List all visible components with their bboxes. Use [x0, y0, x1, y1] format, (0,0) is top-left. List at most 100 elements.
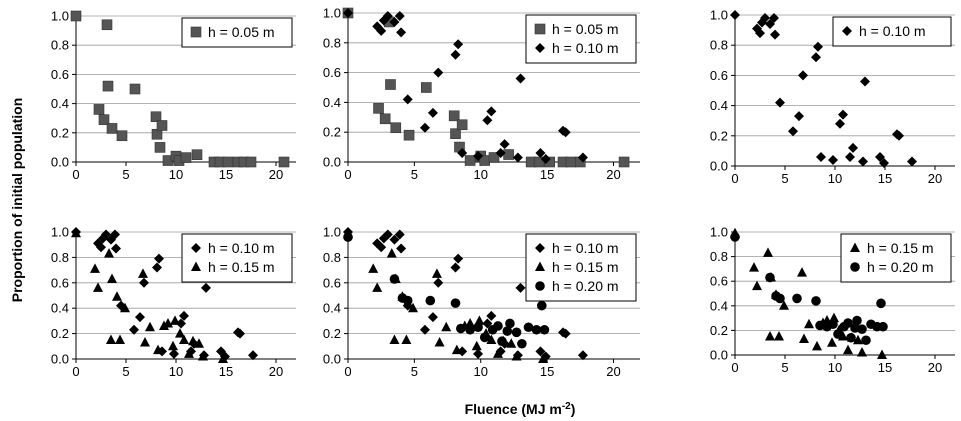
series-1	[730, 10, 917, 168]
legend-marker	[850, 262, 860, 272]
data-point	[112, 291, 122, 301]
y-tick-label: 0.6	[51, 67, 69, 82]
x-tick-label: 15	[878, 360, 892, 375]
data-point	[846, 332, 856, 343]
x-tick-label: 20	[928, 171, 942, 186]
data-point	[812, 340, 822, 351]
data-point	[538, 353, 549, 363]
y-tick-label: 0.2	[51, 326, 69, 341]
data-point	[515, 282, 526, 293]
data-point	[93, 104, 105, 115]
data-point	[154, 142, 166, 153]
x-axis-label-main: Fluence (MJ m	[465, 401, 562, 417]
data-point	[769, 13, 779, 24]
data-point	[372, 282, 383, 292]
y-tick-label: 0.8	[710, 38, 728, 53]
data-point	[833, 329, 843, 339]
data-point	[827, 337, 837, 347]
data-point	[386, 248, 397, 258]
x-tick-label: 5	[781, 171, 788, 186]
data-point	[184, 348, 194, 358]
data-point	[450, 262, 461, 273]
x-tick-label: 15	[878, 171, 892, 186]
data-point	[860, 76, 870, 87]
data-point	[770, 29, 780, 40]
data-point	[170, 315, 180, 325]
data-point	[843, 344, 853, 355]
legend: h = 0.05 m	[181, 17, 293, 48]
data-point	[389, 274, 400, 284]
data-point	[474, 315, 485, 325]
data-point	[811, 52, 821, 63]
data-point	[540, 154, 551, 165]
data-point	[857, 324, 867, 334]
y-tick-label: 0.8	[710, 249, 728, 264]
data-point	[433, 67, 444, 78]
data-point	[453, 39, 464, 50]
data-point	[222, 156, 234, 168]
chart-panel-3: 0.0 0.2 0.4 0.6 0.8 1.0 0 5 10 15 20 h = 0.10 m	[710, 8, 955, 186]
data-point	[402, 94, 413, 105]
data-point	[577, 350, 588, 361]
legend-label: h = 0.05 m	[552, 21, 619, 37]
x-tick-label: 20	[269, 167, 283, 182]
data-point	[456, 119, 468, 131]
y-tick-label: 0.2	[51, 125, 69, 140]
data-point	[618, 156, 630, 168]
data-point	[427, 107, 438, 118]
y-tick-label: 0.4	[51, 96, 69, 111]
data-point	[473, 348, 484, 359]
data-point	[505, 318, 515, 329]
y-tick-label: 1.0	[323, 225, 341, 240]
data-point	[482, 115, 493, 126]
legend-marker	[190, 26, 202, 38]
y-tick-label: 0.4	[323, 95, 341, 110]
data-point	[129, 83, 141, 95]
data-point	[153, 344, 163, 355]
y-tick-label: 0.6	[323, 275, 341, 290]
chart-panel-5: 0.00.20.40.60.81.00 5 10 15 20h = 0.10 mh = …	[323, 225, 640, 379]
x-tick-label: 0	[344, 364, 351, 379]
data-point	[811, 296, 821, 306]
x-tick-label: 5	[411, 364, 418, 379]
data-point	[523, 322, 534, 333]
data-point	[879, 157, 889, 168]
x-tick-label: 5	[781, 360, 788, 375]
data-point	[488, 152, 500, 163]
data-point	[201, 282, 211, 293]
data-point	[577, 152, 588, 163]
data-point	[135, 312, 145, 323]
y-tick-label: 0.2	[710, 323, 728, 338]
data-point	[763, 247, 773, 257]
data-point	[431, 268, 442, 278]
x-axis-label-sup: -2	[562, 401, 571, 412]
data-point	[101, 19, 113, 31]
data-point	[749, 262, 759, 272]
legend-marker	[535, 261, 545, 271]
data-point	[560, 328, 571, 339]
y-tick-label: 0.6	[710, 274, 728, 289]
data-point	[448, 110, 460, 122]
data-point	[145, 321, 155, 332]
y-tick-label: 0.4	[323, 301, 341, 316]
legend-marker	[535, 281, 545, 291]
data-point	[755, 28, 765, 39]
data-point	[539, 324, 550, 335]
data-point	[453, 253, 464, 264]
x-tick-label: 5	[122, 167, 129, 182]
x-tick-label: 10	[473, 364, 487, 379]
panels-group: 0.00.20.40.60.81.00 5 10 15 20h = 0.05 m0.00…	[51, 6, 955, 379]
legend-box	[832, 16, 952, 47]
x-tick-label: 5	[411, 167, 418, 182]
data-point	[379, 113, 391, 125]
series-2	[343, 8, 588, 165]
chart-panel-4: 0.00.20.40.60.81.00 5 10 15 20h = 0.10 mh = …	[51, 225, 296, 379]
data-point	[111, 243, 121, 254]
data-point	[402, 295, 413, 306]
data-point	[499, 139, 510, 150]
data-point	[511, 350, 522, 361]
series-1	[342, 7, 630, 168]
x-tick-label: 15	[219, 364, 233, 379]
x-tick-label: 10	[169, 364, 183, 379]
data-point	[797, 267, 807, 277]
